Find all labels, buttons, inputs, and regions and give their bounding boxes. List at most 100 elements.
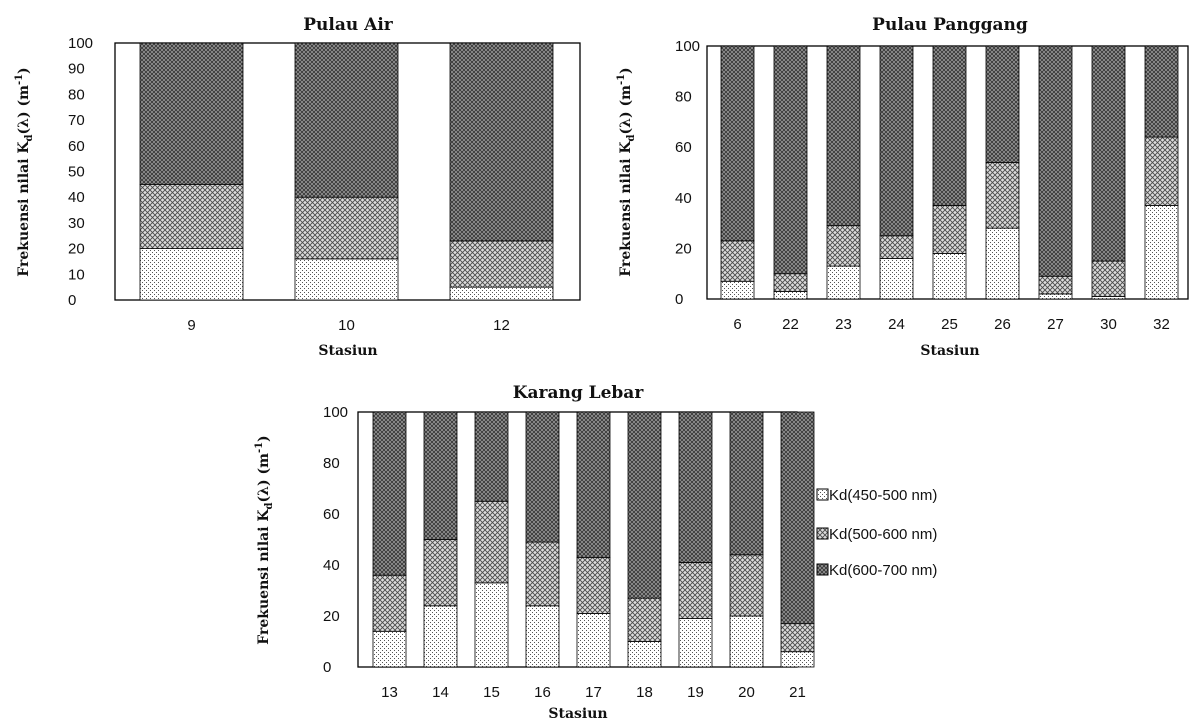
bar-10-kd-600-700-nm bbox=[294, 42, 399, 198]
x-tick-label-26: 26 bbox=[994, 316, 1011, 333]
legend-swatch-kd-600-700 bbox=[816, 563, 829, 576]
bar-27-kd-600-700-nm bbox=[1038, 45, 1073, 277]
x-tick-label-14: 14 bbox=[432, 684, 449, 701]
x-tick-label-13: 13 bbox=[381, 684, 398, 701]
legend-item-kd-500-600: Kd(500-600 nm) bbox=[816, 526, 937, 543]
x-tick-label-30: 30 bbox=[1100, 316, 1117, 333]
bar-10-kd-450-500-nm bbox=[294, 258, 399, 301]
bar-6-kd-450-500-nm bbox=[720, 280, 755, 300]
y-tick-label: 20 bbox=[68, 241, 85, 258]
bar-20-kd-500-600-nm bbox=[729, 554, 764, 617]
x-tick-label-18: 18 bbox=[636, 684, 653, 701]
chart-title-karang-lebar: Karang Lebar bbox=[513, 383, 645, 403]
x-axis-label-pulau-air: Stasiun bbox=[318, 343, 377, 359]
bar-27-kd-450-500-nm bbox=[1038, 293, 1073, 300]
bar-21-kd-600-700-nm bbox=[780, 411, 815, 625]
x-axis-label-pulau-panggang: Stasiun bbox=[920, 343, 979, 359]
bar-19-kd-500-600-nm bbox=[678, 562, 713, 619]
bar-23-kd-450-500-nm bbox=[826, 265, 861, 300]
x-tick-label-9: 9 bbox=[187, 317, 195, 334]
bar-6-kd-600-700-nm bbox=[720, 45, 755, 242]
bar-15-kd-600-700-nm bbox=[474, 411, 509, 502]
x-tick-label-22: 22 bbox=[782, 316, 799, 333]
bar-18-kd-500-600-nm bbox=[627, 597, 662, 642]
y-axis-label-karang-lebar: Frekuensi nilai Kd(λ) (m-1) bbox=[254, 435, 275, 644]
x-tick-label-16: 16 bbox=[534, 684, 551, 701]
bar-9-kd-500-600-nm bbox=[139, 183, 244, 250]
chart-title-pulau-air: Pulau Air bbox=[303, 15, 394, 35]
bar-22-kd-600-700-nm bbox=[773, 45, 808, 275]
x-axis-label-karang-lebar: Stasiun bbox=[548, 706, 607, 722]
x-tick-label-12: 12 bbox=[493, 317, 510, 334]
bar-21-kd-500-600-nm bbox=[780, 623, 815, 653]
y-tick-label: 70 bbox=[68, 112, 85, 129]
bar-26-kd-500-600-nm bbox=[985, 161, 1020, 229]
y-tick-label: 80 bbox=[68, 86, 85, 103]
x-tick-label-21: 21 bbox=[789, 684, 806, 701]
y-tick-label: 0 bbox=[675, 291, 683, 308]
bar-22-kd-450-500-nm bbox=[773, 291, 808, 300]
y-tick-label: 50 bbox=[68, 164, 85, 181]
y-tick-label: 60 bbox=[68, 138, 85, 155]
y-tick-label: 90 bbox=[68, 61, 85, 78]
bar-32-kd-500-600-nm bbox=[1144, 136, 1179, 206]
y-tick-label: 100 bbox=[323, 404, 348, 421]
x-tick-label-15: 15 bbox=[483, 684, 500, 701]
y-tick-label: 40 bbox=[323, 557, 340, 574]
bar-25-kd-600-700-nm bbox=[932, 45, 967, 206]
bar-14-kd-450-500-nm bbox=[423, 605, 458, 668]
bar-30-kd-500-600-nm bbox=[1091, 260, 1126, 297]
bar-9-kd-450-500-nm bbox=[139, 248, 244, 301]
y-tick-label: 80 bbox=[323, 455, 340, 472]
bar-24-kd-600-700-nm bbox=[879, 45, 914, 237]
bar-12-kd-450-500-nm bbox=[449, 286, 554, 301]
bar-13-kd-500-600-nm bbox=[372, 574, 407, 632]
legend-swatch-kd-500-600 bbox=[816, 527, 829, 540]
bar-19-kd-450-500-nm bbox=[678, 618, 713, 668]
bar-23-kd-600-700-nm bbox=[826, 45, 861, 227]
y-tick-label: 80 bbox=[675, 89, 692, 106]
bar-32-kd-450-500-nm bbox=[1144, 204, 1179, 300]
bar-26-kd-600-700-nm bbox=[985, 45, 1020, 163]
bar-19-kd-600-700-nm bbox=[678, 411, 713, 563]
bar-30-kd-600-700-nm bbox=[1091, 45, 1126, 262]
x-tick-label-19: 19 bbox=[687, 684, 704, 701]
y-tick-label: 100 bbox=[68, 35, 93, 52]
x-tick-label-17: 17 bbox=[585, 684, 602, 701]
x-tick-label-10: 10 bbox=[338, 317, 355, 334]
bar-25-kd-500-600-nm bbox=[932, 204, 967, 254]
chart-pulau-air: Pulau Air Stasiun Frekuensi nilai Kd(λ) … bbox=[14, 15, 581, 359]
bar-21-kd-450-500-nm bbox=[780, 651, 815, 668]
bar-26-kd-450-500-nm bbox=[985, 227, 1020, 300]
bar-12-kd-600-700-nm bbox=[449, 42, 554, 242]
bar-15-kd-500-600-nm bbox=[474, 500, 509, 584]
bar-25-kd-450-500-nm bbox=[932, 253, 967, 300]
bar-10-kd-500-600-nm bbox=[294, 196, 399, 260]
legend-label-kd-500-600: Kd(500-600 nm) bbox=[829, 526, 937, 543]
bar-20-kd-600-700-nm bbox=[729, 411, 764, 556]
legend-item-kd-450-500: Kd(450-500 nm) bbox=[816, 487, 937, 504]
y-tick-label: 30 bbox=[68, 215, 85, 232]
y-tick-label: 60 bbox=[675, 139, 692, 156]
bar-24-kd-450-500-nm bbox=[879, 258, 914, 300]
legend-label-kd-600-700: Kd(600-700 nm) bbox=[829, 562, 937, 579]
x-tick-label-24: 24 bbox=[888, 316, 905, 333]
chart-pulau-panggang: Pulau Panggang Stasiun Frekuensi nilai K… bbox=[616, 15, 1189, 359]
bar-32-kd-600-700-nm bbox=[1144, 45, 1179, 138]
x-tick-label-23: 23 bbox=[835, 316, 852, 333]
chart-karang-lebar: Karang Lebar Stasiun Frekuensi nilai Kd(… bbox=[254, 383, 815, 722]
bar-18-kd-600-700-nm bbox=[627, 411, 662, 599]
bar-18-kd-450-500-nm bbox=[627, 641, 662, 668]
y-tick-label: 20 bbox=[323, 608, 340, 625]
y-tick-label: 20 bbox=[675, 240, 692, 257]
bar-13-kd-450-500-nm bbox=[372, 630, 407, 668]
legend-label-kd-450-500: Kd(450-500 nm) bbox=[829, 487, 937, 504]
y-tick-label: 100 bbox=[675, 38, 700, 55]
x-tick-label-25: 25 bbox=[941, 316, 958, 333]
y-tick-label: 10 bbox=[68, 266, 85, 283]
bar-17-kd-500-600-nm bbox=[576, 556, 611, 614]
y-tick-label: 40 bbox=[675, 190, 692, 207]
x-tick-label-32: 32 bbox=[1153, 316, 1170, 333]
bar-15-kd-450-500-nm bbox=[474, 582, 509, 668]
